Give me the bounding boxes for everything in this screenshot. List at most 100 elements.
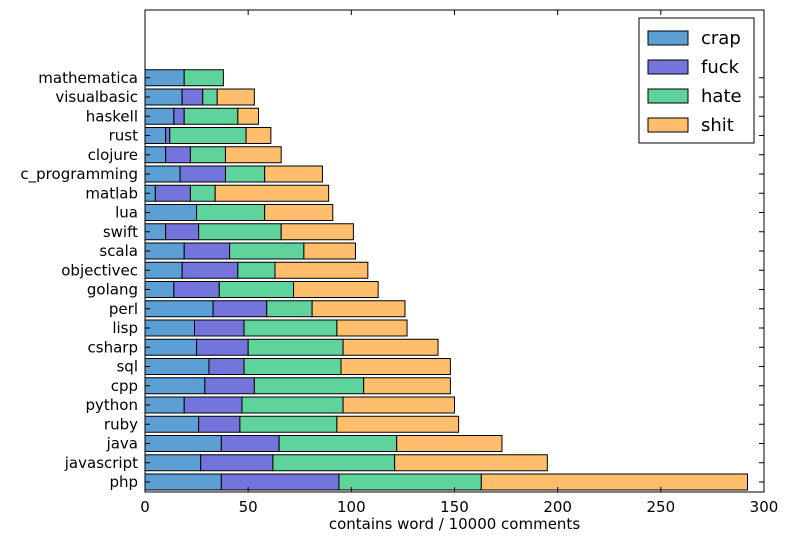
bar-rust-fuck (165, 127, 171, 144)
bar-javascript-shit (394, 454, 548, 472)
bars-layer (144, 69, 748, 491)
legend-swatch-hate (647, 88, 689, 104)
bar-swift-shit (280, 223, 354, 241)
bar-perl-fuck (212, 300, 268, 318)
bar-ruby-shit (336, 415, 460, 433)
bar-csharp-shit (342, 338, 439, 356)
bar-lisp-hate (243, 319, 338, 337)
y-tick-label-rust: rust (109, 127, 138, 145)
bar-swift-hate (198, 223, 282, 241)
bar-c_programming-shit (264, 165, 323, 183)
y-tick-label-cpp: cpp (111, 377, 138, 395)
x-tick-label: 300 (750, 498, 779, 516)
x-tick-label: 0 (140, 498, 150, 516)
bar-javascript-hate (272, 454, 396, 472)
bar-lua-shit (264, 204, 334, 221)
y-tick-label-objectivec: objectivec (61, 261, 138, 279)
y-tick-label-lisp: lisp (112, 319, 138, 337)
legend-label-shit: shit (701, 115, 734, 136)
bar-mathematica-crap (144, 69, 185, 87)
bar-csharp-crap (144, 338, 198, 356)
y-tick-label-csharp: csharp (88, 338, 138, 356)
x-axis-ticks: 0 50 100 150 200 250 300 (140, 10, 778, 516)
legend-label-crap: crap (701, 28, 741, 49)
bar-python-shit (342, 396, 455, 414)
bar-ruby-crap (144, 415, 200, 433)
bar-php-shit (480, 473, 748, 491)
y-tick-label-java: java (106, 435, 138, 453)
bar-c_programming-hate (224, 165, 266, 183)
bar-objectivec-fuck (181, 261, 239, 279)
y-tick-label-python: python (86, 396, 138, 414)
y-tick-label-sql: sql (116, 358, 138, 376)
bar-cpp-shit (363, 377, 451, 395)
y-tick-label-javascript: javascript (64, 454, 138, 472)
legend-label-hate: hate (701, 86, 742, 107)
bar-mathematica-hate (183, 69, 224, 87)
bar-matlab-hate (189, 184, 216, 202)
bar-ruby-fuck (198, 415, 241, 433)
y-tick-label-mathematica: mathematica (38, 69, 138, 87)
bar-php-crap (144, 473, 222, 491)
bar-java-hate (278, 435, 398, 452)
legend-swatch-crap (647, 30, 689, 46)
y-tick-label-visualbasic: visualbasic (55, 88, 138, 106)
bar-java-crap (144, 435, 222, 452)
bar-ruby-hate (239, 415, 338, 433)
bar-visualbasic-crap (144, 88, 183, 106)
bar-javascript-fuck (200, 454, 274, 472)
x-tick-label: 50 (239, 498, 258, 516)
x-axis-label: contains word / 10000 comments (329, 515, 580, 533)
y-axis-ticks: phpjavascriptjavarubypythoncppsqlcsharpl… (20, 69, 764, 491)
bar-rust-shit (245, 127, 272, 144)
y-tick-label-haskell: haskell (86, 107, 138, 125)
bar-java-shit (396, 435, 503, 452)
bar-cpp-crap (144, 377, 206, 395)
bar-visualbasic-hate (202, 88, 218, 106)
bar-visualbasic-shit (216, 88, 255, 106)
bar-perl-shit (311, 300, 406, 318)
bar-matlab-fuck (154, 184, 191, 202)
bar-java-fuck (220, 435, 280, 452)
bar-sql-fuck (208, 358, 245, 375)
bar-rust-hate (169, 127, 247, 144)
bar-clojure-hate (189, 146, 226, 164)
bar-lisp-crap (144, 319, 196, 337)
bar-haskell-fuck (173, 107, 185, 125)
bar-lisp-fuck (194, 319, 245, 337)
bar-objectivec-crap (144, 261, 183, 279)
y-tick-label-perl: perl (109, 300, 138, 318)
bar-cpp-hate (253, 377, 365, 395)
bar-perl-crap (144, 300, 214, 318)
bar-csharp-hate (247, 338, 344, 356)
bar-haskell-shit (237, 107, 259, 125)
bar-php-fuck (220, 473, 340, 491)
bar-scala-hate (229, 242, 305, 260)
bar-php-hate (338, 473, 482, 491)
y-tick-label-lua: lua (115, 204, 138, 222)
legend-label-fuck: fuck (701, 57, 740, 78)
bar-c_programming-fuck (179, 165, 226, 183)
y-tick-label-matlab: matlab (85, 184, 138, 202)
bar-csharp-fuck (196, 338, 249, 356)
bar-lisp-shit (336, 319, 408, 337)
bar-golang-fuck (173, 281, 220, 298)
bar-matlab-shit (214, 184, 330, 202)
y-tick-label-ruby: ruby (104, 415, 138, 433)
bar-scala-fuck (183, 242, 231, 260)
x-tick-label: 250 (647, 498, 676, 516)
bar-clojure-shit (224, 146, 282, 164)
bar-cpp-fuck (204, 377, 255, 395)
legend-swatch-fuck (647, 59, 689, 75)
bar-haskell-hate (183, 107, 239, 125)
y-tick-label-clojure: clojure (88, 146, 138, 164)
legend: crap fuck hate shit (638, 17, 755, 144)
bar-clojure-fuck (165, 146, 191, 164)
bar-swift-fuck (165, 223, 200, 241)
y-tick-label-php: php (109, 473, 138, 491)
bar-golang-hate (218, 281, 295, 298)
y-tick-label-golang: golang (87, 281, 138, 299)
bar-objectivec-hate (237, 261, 276, 279)
x-tick-label: 150 (440, 498, 469, 516)
